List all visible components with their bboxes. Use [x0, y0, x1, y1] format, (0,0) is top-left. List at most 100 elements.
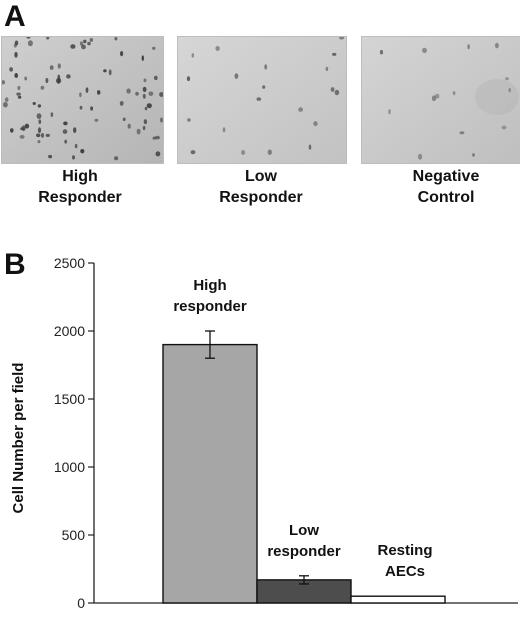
cell	[459, 131, 465, 135]
cell	[72, 155, 75, 160]
cell	[234, 73, 239, 79]
negative-control-micrograph	[361, 36, 520, 164]
cell	[136, 128, 141, 135]
cell	[339, 37, 344, 40]
cell	[24, 123, 30, 129]
cell	[10, 128, 14, 133]
y-tick-label: 1000	[54, 459, 85, 475]
cell	[122, 117, 126, 122]
cell	[155, 135, 160, 140]
cell	[38, 119, 42, 124]
cell	[135, 91, 139, 96]
cell	[143, 119, 148, 125]
cell	[452, 91, 456, 96]
cell	[14, 73, 18, 78]
cell	[127, 123, 131, 129]
bar-annotation-line1: Resting	[377, 542, 432, 559]
cell	[418, 153, 423, 160]
high-responder-micrograph	[1, 36, 164, 164]
y-tick-label: 2500	[54, 255, 85, 271]
cell	[79, 105, 83, 110]
cell	[80, 149, 85, 154]
cell	[495, 42, 499, 49]
cell	[267, 149, 272, 155]
cell	[334, 89, 340, 96]
negative-control-micrograph-image	[362, 37, 520, 163]
cell	[144, 106, 148, 111]
cell	[9, 67, 13, 72]
cell	[103, 69, 107, 73]
y-tick-label: 1500	[54, 391, 85, 407]
cell	[48, 154, 53, 159]
high-responder-caption: High Responder	[10, 166, 150, 208]
cell	[37, 127, 42, 134]
cell	[45, 37, 50, 40]
y-axis-label: Cell Number per field	[10, 363, 27, 514]
low-responder-caption: Low Responder	[191, 166, 331, 208]
cell	[422, 47, 427, 54]
cell	[120, 51, 124, 57]
cell	[155, 151, 161, 157]
cell	[13, 43, 17, 48]
cell	[97, 90, 101, 95]
cell	[94, 118, 99, 122]
bar-chart: 0 500 1000 1500 2000 2500 Cell Number per fiel…	[10, 255, 518, 611]
cell	[187, 118, 191, 122]
cell	[330, 87, 335, 92]
cell	[17, 95, 22, 99]
y-tick-label: 0	[77, 595, 85, 611]
cell	[2, 80, 6, 85]
cell	[154, 75, 158, 81]
cell	[160, 117, 163, 123]
cell	[298, 107, 303, 112]
low-responder-micrograph-image	[178, 37, 346, 163]
cell	[79, 41, 84, 46]
cell	[87, 41, 91, 46]
cell	[49, 65, 54, 70]
cell	[332, 52, 337, 56]
cell	[36, 113, 42, 119]
cell	[472, 153, 475, 157]
cell	[66, 74, 71, 79]
cell	[17, 85, 21, 91]
low-responder-micrograph	[177, 36, 347, 164]
cell	[388, 109, 391, 115]
cell	[19, 135, 25, 139]
cell	[81, 44, 86, 50]
panel-a-label: A	[4, 0, 26, 33]
cell	[159, 92, 163, 97]
cell	[57, 63, 61, 69]
cell	[325, 66, 329, 71]
cell	[141, 55, 144, 61]
cell	[24, 76, 28, 81]
bar-annotation-line2: AECs	[385, 563, 425, 580]
bar	[162, 343, 258, 604]
negative-control-caption: Negative Control	[376, 166, 516, 208]
cell	[73, 127, 77, 133]
cell	[431, 95, 437, 102]
cell	[435, 93, 440, 99]
cell	[186, 76, 191, 82]
bar-annotation-line2: responder	[267, 543, 341, 560]
cell	[45, 77, 49, 84]
cell	[62, 129, 68, 134]
cell	[190, 150, 196, 155]
cell	[505, 77, 509, 81]
cell	[26, 37, 31, 39]
bar-annotation-line1: High	[193, 277, 226, 294]
cell	[36, 133, 41, 138]
cell	[85, 87, 89, 93]
cell	[152, 46, 156, 50]
cell	[114, 37, 118, 41]
cell	[45, 133, 50, 137]
cell	[262, 85, 266, 89]
cell	[142, 125, 146, 131]
cell	[264, 64, 268, 70]
caption-line: Negative	[412, 168, 480, 185]
cell	[379, 49, 384, 55]
cell	[467, 44, 470, 50]
cell	[191, 53, 195, 58]
cell	[63, 121, 68, 126]
cell	[222, 127, 226, 133]
cell	[256, 97, 262, 101]
